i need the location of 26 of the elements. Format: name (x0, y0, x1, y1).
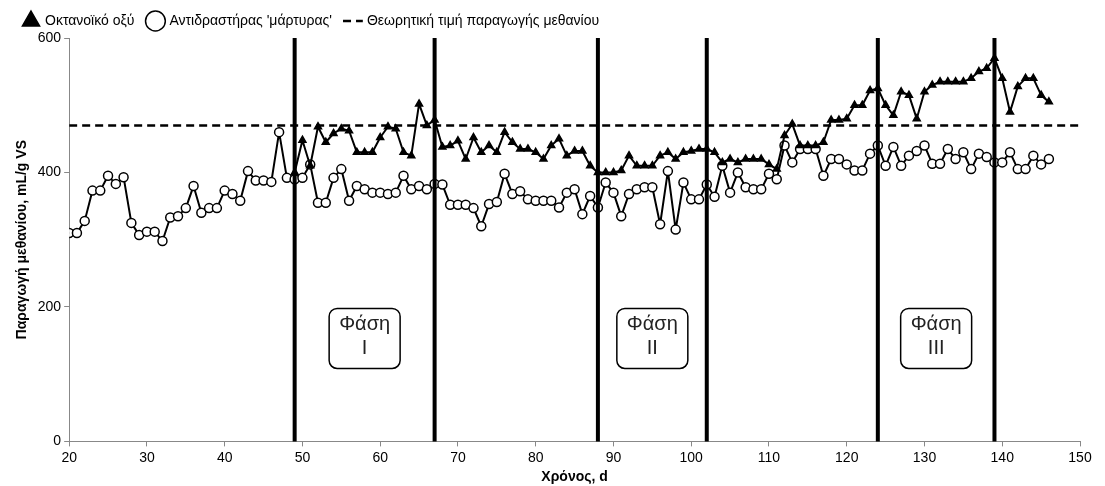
x-tick-label: 100 (679, 448, 704, 465)
x-tick-label: 120 (835, 448, 859, 465)
x-tick-label: 40 (216, 448, 233, 465)
annotation: Φάση II (626, 311, 678, 358)
y-axis-title: Παραγωγή μεθανίου, mL/g VS (13, 140, 30, 340)
x-tick-label: 140 (990, 448, 1015, 465)
x-tick-label: 30 (139, 448, 155, 465)
legend-label: Θεωρητική τιμή παραγωγής μεθανίου (366, 11, 600, 28)
x-tick-label: 60 (372, 448, 389, 465)
x-tick-label: 50 (294, 448, 311, 465)
x-tick-label: 20 (61, 448, 78, 465)
x-tick-label: 70 (450, 448, 466, 465)
x-tick-label: 130 (912, 448, 937, 465)
annotation: Φάση III (910, 311, 962, 358)
x-axis-title: Χρόνος, d (541, 468, 608, 485)
legend-label: Οκτανοϊκό οξύ (45, 11, 135, 28)
x-tick-label: 80 (527, 448, 544, 465)
y-tick-label: 400 (37, 163, 62, 180)
x-tick-label: 150 (1068, 448, 1092, 465)
y-tick-label: 0 (53, 432, 62, 449)
x-tick-label: 110 (757, 448, 781, 465)
x-tick-label: 90 (605, 448, 622, 465)
annotation: Φάση I (339, 311, 391, 358)
y-tick-label: 200 (37, 297, 62, 314)
legend-label: Αντιδραστήρας 'μάρτυρας' (169, 11, 332, 28)
y-tick-label: 600 (37, 28, 62, 45)
